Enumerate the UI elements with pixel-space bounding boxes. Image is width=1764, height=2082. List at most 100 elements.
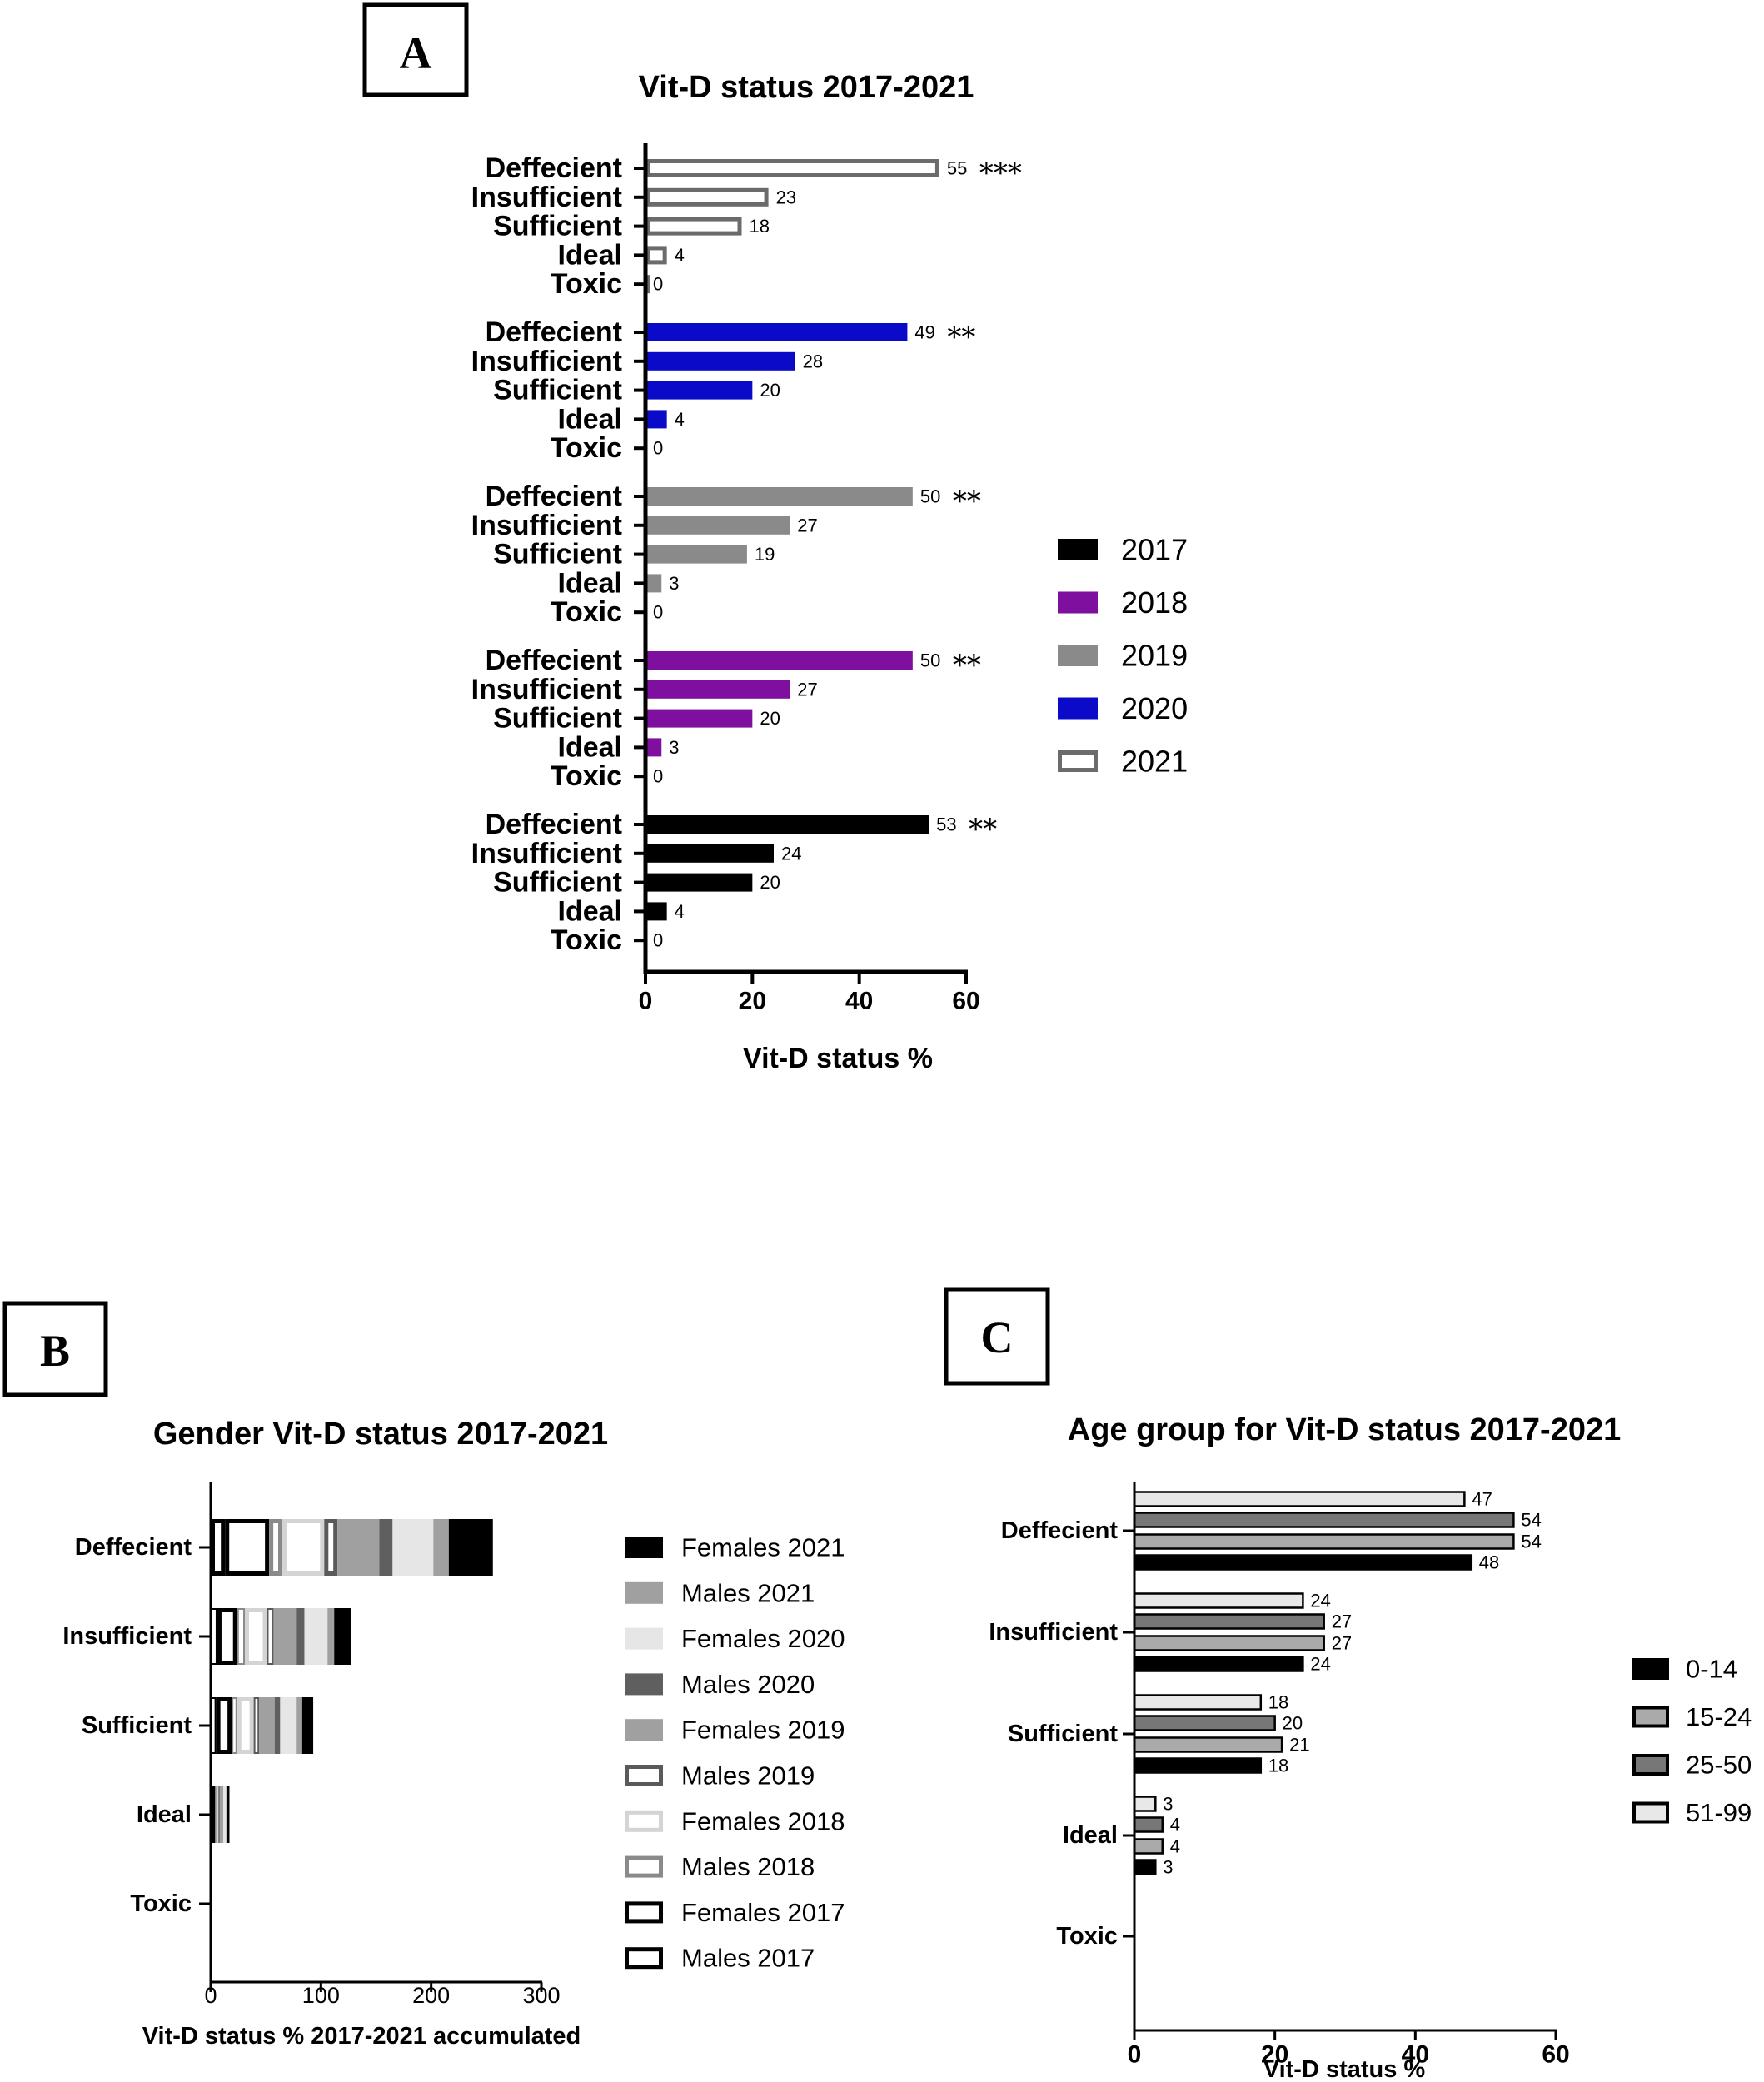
panel-c-data-label: 18 [1268, 1756, 1288, 1776]
panel-b-category-label: Ideal [137, 1801, 192, 1828]
panel-a-data-label: 50 [920, 650, 940, 671]
panel-a-significance-marker: ** [947, 321, 975, 354]
panel-b-title: Gender Vit-D status 2017-2021 [153, 1417, 608, 1452]
panel-a-legend-swatch-2018 [1058, 591, 1098, 614]
panel-b-legend-swatch-females-2020 [625, 1627, 663, 1650]
panel-a-bar-2018-sufficient [645, 709, 753, 728]
panel-c-bar-15-24-insufficient [1133, 1635, 1325, 1651]
panel-c-category-label: Sufficient [1008, 1721, 1118, 1747]
panel-c-category-label: Insufficient [989, 1619, 1118, 1646]
panel-c-legend-label: 0-14 [1686, 1655, 1737, 1684]
panel-a-category-label: Deffecient [486, 152, 622, 184]
panel-a-category-label: Toxic [551, 760, 622, 792]
panel-a-category-label: Deffecient [486, 316, 622, 348]
panel-a-data-label: 0 [653, 930, 663, 951]
panel-a-bar-2020-sufficient [645, 381, 753, 400]
panel-b-legend-label: Females 2020 [681, 1624, 845, 1653]
panel-a-legend-swatch-2017 [1058, 539, 1098, 560]
panel-b-segment-females-2019-insufficient [273, 1608, 297, 1665]
panel-a-legend-swatch-2021 [1058, 750, 1098, 772]
panel-b-category-label: Deffecient [75, 1534, 192, 1561]
panel-c-data-label: 24 [1310, 1591, 1330, 1611]
panel-a-legend-label: 2019 [1121, 639, 1188, 673]
panel-c-bar-0-14-ideal [1133, 1859, 1157, 1875]
panel-c-data-label: 3 [1163, 1857, 1173, 1878]
panel-b-legend-swatch-males-2018 [625, 1855, 663, 1878]
panel-a-bar-2019-deffecient [645, 487, 913, 506]
panel-c-bar-15-24-sufficient [1133, 1736, 1283, 1753]
panel-a-data-label: 27 [797, 515, 817, 535]
panel-a-category-label: Sufficient [493, 539, 622, 570]
panel-b-segment-males-2019-insufficient [267, 1608, 274, 1665]
panel-a-bar-2019-sufficient [645, 545, 747, 564]
panel-a-label-box [362, 2, 469, 97]
panel-a-category-label: Insufficient [471, 674, 622, 705]
panel-b-legend-swatch-males-2019 [625, 1765, 663, 1786]
panel-b-category-label: Sufficient [82, 1712, 192, 1739]
panel-c-bar-15-24-ideal [1133, 1838, 1164, 1855]
panel-a-bar-2017-ideal [645, 902, 667, 921]
panel-c-legend-label: 25-50 [1686, 1751, 1752, 1780]
panel-b-segment-females-2019-deffecient [337, 1519, 380, 1576]
panel-c-bar-51-99-sufficient [1133, 1694, 1263, 1711]
panel-b-category-label: Toxic [130, 1890, 192, 1917]
panel-a-xtick-label: 60 [952, 988, 979, 1015]
panel-a-bar-2021-sufficient [645, 217, 742, 236]
panel-b-segment-females-2020-deffecient [392, 1519, 434, 1576]
panel-a-data-label: 50 [920, 486, 940, 507]
panel-b-segment-females-2018-sufficient [237, 1697, 254, 1754]
panel-b-xtick-label: 300 [522, 1983, 560, 2008]
panel-c-bar-0-14-deffecient [1133, 1554, 1473, 1571]
panel-c-bar-25-50-insufficient [1133, 1613, 1325, 1630]
panel-a-bar-2017-insufficient [645, 844, 774, 863]
panel-a-significance-marker: ** [969, 813, 997, 846]
panel-c-data-label: 54 [1521, 1532, 1541, 1552]
panel-a-label: A [400, 28, 432, 78]
panel-b-segment-males-2018-sufficient [232, 1697, 237, 1754]
panel-a-significance-marker: *** [979, 157, 1022, 190]
panel-b-segment-females-2019-sufficient [259, 1697, 275, 1754]
panel-a-bar-2020-insufficient [645, 351, 795, 371]
panel-c-bar-0-14-insufficient [1133, 1656, 1304, 1672]
panel-c-title: Age group for Vit-D status 2017-2021 [1068, 1412, 1621, 1447]
panel-b-legend-label: Females 2021 [681, 1533, 845, 1562]
panel-b-label: B [40, 1326, 70, 1376]
panel-b-segment-males-2018-deffecient [269, 1519, 283, 1576]
panel-c-data-label: 54 [1521, 1510, 1541, 1531]
panel-c-data-label: 27 [1332, 1611, 1352, 1632]
panel-c-bar-25-50-sufficient [1133, 1715, 1276, 1731]
panel-c-data-label: 20 [1283, 1713, 1303, 1734]
panel-a-category-label: Toxic [551, 924, 622, 956]
panel-c-xtick-label: 60 [1542, 2041, 1569, 2069]
panel-a-data-label: 0 [653, 438, 663, 459]
panel-a-xtick-label: 20 [739, 988, 766, 1015]
panel-c-data-label: 21 [1289, 1735, 1309, 1756]
panel-c-data-label: 4 [1170, 1836, 1180, 1857]
panel-c-data-label: 27 [1332, 1633, 1352, 1654]
panel-a-data-label: 20 [760, 872, 780, 893]
panel-b-legend-label: Males 2021 [681, 1578, 815, 1607]
panel-a-legend-label: 2018 [1121, 585, 1188, 620]
panel-c-data-label: 24 [1310, 1654, 1330, 1675]
panel-a-bar-2018-insufficient [645, 680, 790, 699]
panel-b-legend-swatch-males-2020 [625, 1673, 663, 1696]
panel-b-segment-males-2017-deffecient [211, 1519, 226, 1576]
panel-a-data-label: 55 [947, 158, 967, 179]
panel-a-data-label: 28 [803, 351, 823, 371]
panel-c-x-axis-title: Vit-D status % [1263, 2056, 1426, 2082]
panel-b-segment-males-2018-insufficient [237, 1608, 246, 1665]
panel-b-segment-males-2021-deffecient [433, 1519, 449, 1576]
panel-b-segment-males-2019-deffecient [324, 1519, 338, 1576]
panel-c-bar-51-99-ideal [1133, 1796, 1157, 1812]
panel-a-category-label: Sufficient [493, 867, 622, 899]
panel-c-xtick-label: 0 [1128, 2041, 1142, 2069]
panel-a-data-label: 4 [675, 245, 685, 266]
panel-c-bar-51-99-deffecient [1133, 1491, 1466, 1507]
panel-b-segment-females-2018-deffecient [282, 1519, 325, 1576]
panel-b-segment-females-2021-insufficient [334, 1608, 351, 1665]
panel-b-legend-label: Males 2019 [681, 1761, 815, 1791]
panel-a-legend-label: 2021 [1121, 745, 1188, 779]
panel-a-category-label: Deffecient [486, 645, 622, 676]
panel-c-xtick-label: 20 [1261, 2041, 1288, 2069]
